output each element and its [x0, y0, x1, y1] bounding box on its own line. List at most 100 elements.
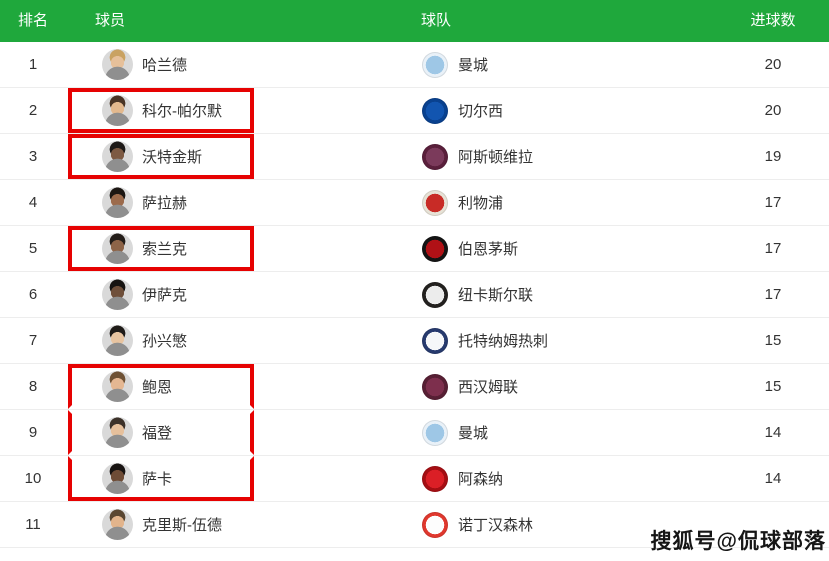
team-cell: 切尔西: [410, 88, 503, 133]
goals-cell: 17: [764, 240, 782, 257]
player-name: 伊萨克: [142, 287, 188, 304]
team-name: 阿斯顿维拉: [458, 149, 534, 166]
player-cell: 科尔-帕尔默: [68, 88, 254, 133]
rank-cell: 11: [25, 516, 41, 533]
team-logo: [422, 419, 448, 446]
goals-cell: 17: [764, 194, 782, 211]
header-team: 球队: [421, 12, 452, 29]
table-header: 排名 球员 球队 进球数: [0, 0, 829, 42]
team-cell: 西汉姆联: [410, 364, 518, 409]
player-cell: 索兰克: [68, 226, 254, 271]
team-cell: 曼城: [410, 42, 488, 87]
rank-cell: 2: [28, 102, 38, 119]
player-name: 萨拉赫: [142, 195, 188, 212]
table-row: 1 哈兰德 曼城 20: [0, 42, 829, 88]
team-logo: [422, 327, 448, 354]
player-avatar: [102, 417, 133, 448]
header-goals: 进球数: [750, 12, 796, 29]
goals-cell: 20: [764, 102, 782, 119]
goals-cell: 14: [764, 424, 782, 441]
player-cell: 萨拉赫: [68, 180, 254, 225]
player-cell: 萨卡: [68, 456, 254, 501]
table-row: 9 福登 曼城 14: [0, 410, 829, 456]
goals-cell: 17: [764, 286, 782, 303]
team-cell: 托特纳姆热刺: [410, 318, 548, 363]
player-name: 福登: [142, 425, 173, 442]
player-name: 索兰克: [142, 241, 188, 258]
rank-cell: 3: [28, 148, 38, 165]
team-cell: 利物浦: [410, 180, 503, 225]
goals-cell: 15: [764, 332, 782, 349]
team-name: 曼城: [458, 57, 489, 74]
team-name: 曼城: [458, 425, 489, 442]
rank-cell: 1: [28, 56, 38, 73]
player-cell: 克里斯-伍德: [68, 502, 254, 547]
team-name: 诺丁汉森林: [458, 517, 534, 534]
team-logo: [422, 465, 448, 492]
team-name: 托特纳姆热刺: [458, 333, 549, 350]
player-cell: 鲍恩: [68, 364, 254, 409]
player-cell: 福登: [68, 410, 254, 455]
player-cell: 孙兴慜: [68, 318, 254, 363]
table-row: 6 伊萨克 纽卡斯尔联 17: [0, 272, 829, 318]
player-avatar: [102, 233, 133, 264]
player-cell: 哈兰德: [68, 42, 254, 87]
team-cell: 诺丁汉森林: [410, 502, 533, 547]
team-cell: 阿斯顿维拉: [410, 134, 533, 179]
player-avatar: [102, 463, 133, 494]
team-name: 利物浦: [458, 195, 504, 212]
header-player: 球员: [95, 12, 126, 29]
team-cell: 阿森纳: [410, 456, 503, 501]
rank-cell: 10: [24, 470, 42, 487]
header-rank: 排名: [17, 12, 48, 29]
player-avatar: [102, 509, 133, 540]
team-logo: [422, 189, 448, 216]
table-row: 5 索兰克 伯恩茅斯 17: [0, 226, 829, 272]
team-name: 伯恩茅斯: [458, 241, 519, 258]
team-logo: [422, 97, 448, 124]
table-row: 8 鲍恩 西汉姆联 15: [0, 364, 829, 410]
team-logo: [422, 51, 448, 78]
table-row: 10 萨卡 阿森纳 14: [0, 456, 829, 502]
table-row: 3 沃特金斯 阿斯顿维拉 19: [0, 134, 829, 180]
player-name: 沃特金斯: [142, 149, 203, 166]
player-name: 科尔-帕尔默: [142, 103, 222, 120]
goals-cell: 15: [764, 378, 782, 395]
team-cell: 纽卡斯尔联: [410, 272, 533, 317]
player-name: 哈兰德: [142, 57, 188, 74]
rank-cell: 6: [28, 286, 38, 303]
player-cell: 沃特金斯: [68, 134, 254, 179]
table-row: 11 克里斯-伍德 诺丁汉森林: [0, 502, 829, 548]
player-cell: 伊萨克: [68, 272, 254, 317]
rank-cell: 4: [28, 194, 38, 211]
rank-cell: 9: [28, 424, 38, 441]
rank-cell: 5: [28, 240, 38, 257]
team-logo: [422, 281, 448, 308]
team-logo: [422, 373, 448, 400]
table-row: 2 科尔-帕尔默 切尔西 20: [0, 88, 829, 134]
team-name: 阿森纳: [458, 471, 504, 488]
player-avatar: [102, 49, 133, 80]
player-name: 克里斯-伍德: [142, 517, 222, 534]
table-row: 4 萨拉赫 利物浦 17: [0, 180, 829, 226]
table-body: 1 哈兰德 曼城 20 2 科尔-帕尔默 切尔西 20 3 沃特金斯 阿斯: [0, 42, 829, 548]
player-avatar: [102, 325, 133, 356]
player-avatar: [102, 279, 133, 310]
team-logo: [422, 143, 448, 170]
player-avatar: [102, 141, 133, 172]
player-avatar: [102, 371, 133, 402]
team-name: 西汉姆联: [458, 379, 519, 396]
player-avatar: [102, 187, 133, 218]
goals-cell: 14: [764, 470, 782, 487]
rank-cell: 8: [28, 378, 38, 395]
team-logo: [422, 235, 448, 262]
team-logo: [422, 511, 448, 538]
team-cell: 曼城: [410, 410, 488, 455]
goals-cell: 19: [764, 148, 782, 165]
watermark: 搜狐号@侃球部落: [650, 530, 826, 553]
goals-cell: 20: [764, 56, 782, 73]
team-name: 纽卡斯尔联: [458, 287, 534, 304]
table-row: 7 孙兴慜 托特纳姆热刺 15: [0, 318, 829, 364]
player-name: 萨卡: [142, 471, 173, 488]
